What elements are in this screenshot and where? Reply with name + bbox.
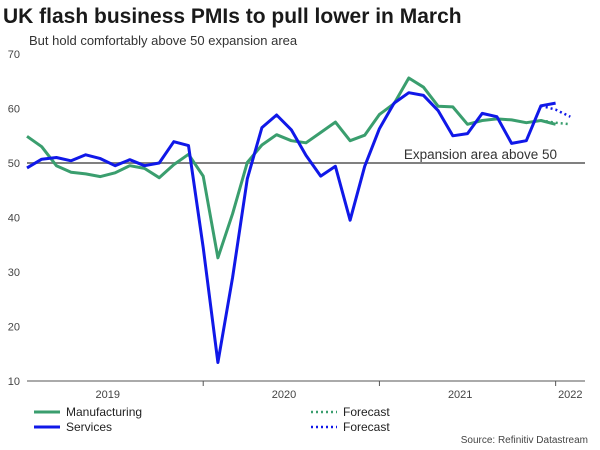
x-axis: 2019 2020 2021 2022 (27, 380, 585, 401)
manufacturing-line (26, 76, 556, 260)
legend-label: Forecast (343, 420, 390, 434)
y-tick-label: 40 (8, 213, 20, 225)
legend-manufacturing-forecast: Forecast (311, 405, 390, 419)
y-axis: 10 20 30 40 50 60 70 (8, 49, 20, 388)
source-note: Source: Refinitiv Datastream (460, 435, 588, 446)
x-tick-label: 2019 (96, 389, 120, 401)
legend-services-forecast: Forecast (311, 420, 390, 434)
chart-title: UK flash business PMIs to pull lower in … (3, 5, 462, 28)
legend-label: Forecast (343, 405, 390, 419)
legend-label: Services (66, 420, 112, 434)
y-tick-label: 50 (8, 158, 20, 170)
y-tick-label: 10 (8, 376, 20, 388)
y-tick-label: 60 (8, 104, 20, 116)
legend-label: Manufacturing (66, 405, 142, 419)
legend-manufacturing: Manufacturing (34, 405, 142, 419)
x-tick-label: 2022 (558, 389, 582, 401)
x-tick-label: 2020 (272, 389, 296, 401)
services-forecast-line (540, 104, 571, 118)
x-tick-label: 2021 (448, 389, 472, 401)
y-tick-label: 30 (8, 267, 20, 279)
series-group (26, 76, 571, 364)
chart-subtitle: But hold comfortably above 50 expansion … (29, 33, 298, 48)
services-line (26, 91, 556, 364)
legend-services: Services (34, 420, 112, 434)
y-tick-label: 20 (8, 322, 20, 334)
reference-line-label: Expansion area above 50 (404, 147, 557, 162)
y-tick-label: 70 (8, 49, 20, 61)
